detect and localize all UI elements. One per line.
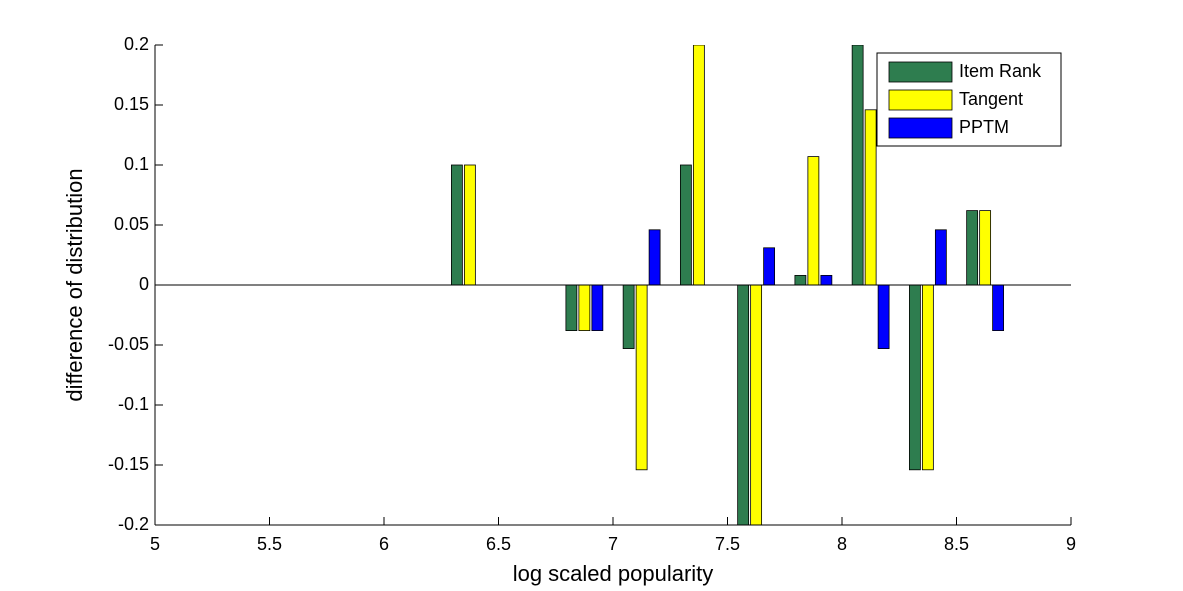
y-tick-label: -0.05 <box>108 334 149 354</box>
bars <box>450 45 1005 525</box>
y-tick-label: 0.2 <box>124 34 149 54</box>
x-tick-label: 9 <box>1066 534 1076 554</box>
x-tick-label: 8 <box>837 534 847 554</box>
y-tick-label: 0.05 <box>114 214 149 234</box>
legend-label: Item Rank <box>959 61 1042 81</box>
y-tick-label: 0 <box>139 274 149 294</box>
bar <box>635 284 648 471</box>
bar <box>966 210 979 286</box>
legend-label: PPTM <box>959 117 1009 137</box>
y-axis-label: difference of distribution <box>62 168 87 401</box>
bar <box>578 284 591 331</box>
bar <box>908 284 921 471</box>
bar <box>934 229 947 286</box>
bar <box>763 247 776 286</box>
bar <box>692 45 705 286</box>
y-tick-label: -0.1 <box>118 394 149 414</box>
y-tick-label: -0.2 <box>118 514 149 534</box>
bar <box>463 164 476 286</box>
y-tick-label: 0.1 <box>124 154 149 174</box>
bar <box>921 284 934 471</box>
y-tick-label: -0.15 <box>108 454 149 474</box>
bar <box>591 284 604 331</box>
legend-swatch <box>888 117 953 139</box>
bar <box>851 45 864 286</box>
x-axis-label: log scaled popularity <box>513 561 714 586</box>
legend-swatch <box>888 61 953 83</box>
x-tick-label: 5.5 <box>257 534 282 554</box>
bar <box>992 284 1005 331</box>
bar <box>622 284 635 349</box>
bar <box>820 274 833 286</box>
x-tick-label: 6 <box>379 534 389 554</box>
x-tick-label: 5 <box>150 534 160 554</box>
bar <box>864 109 877 286</box>
x-tick-label: 7 <box>608 534 618 554</box>
bar <box>750 284 763 525</box>
legend: Item Rank Tangent PPTM <box>876 52 1062 147</box>
x-tick-label: 7.5 <box>715 534 740 554</box>
x-tick-label: 6.5 <box>486 534 511 554</box>
legend-label: Tangent <box>959 89 1023 109</box>
bar <box>450 164 463 286</box>
x-tick-label: 8.5 <box>944 534 969 554</box>
legend-swatch <box>888 89 953 111</box>
bar <box>679 164 692 286</box>
bar <box>979 210 992 286</box>
bar <box>794 274 807 286</box>
bar <box>565 284 578 331</box>
bar <box>648 229 661 286</box>
bar <box>877 284 890 349</box>
y-tick-label: 0.15 <box>114 94 149 114</box>
bar <box>737 284 750 525</box>
bar <box>807 156 820 286</box>
